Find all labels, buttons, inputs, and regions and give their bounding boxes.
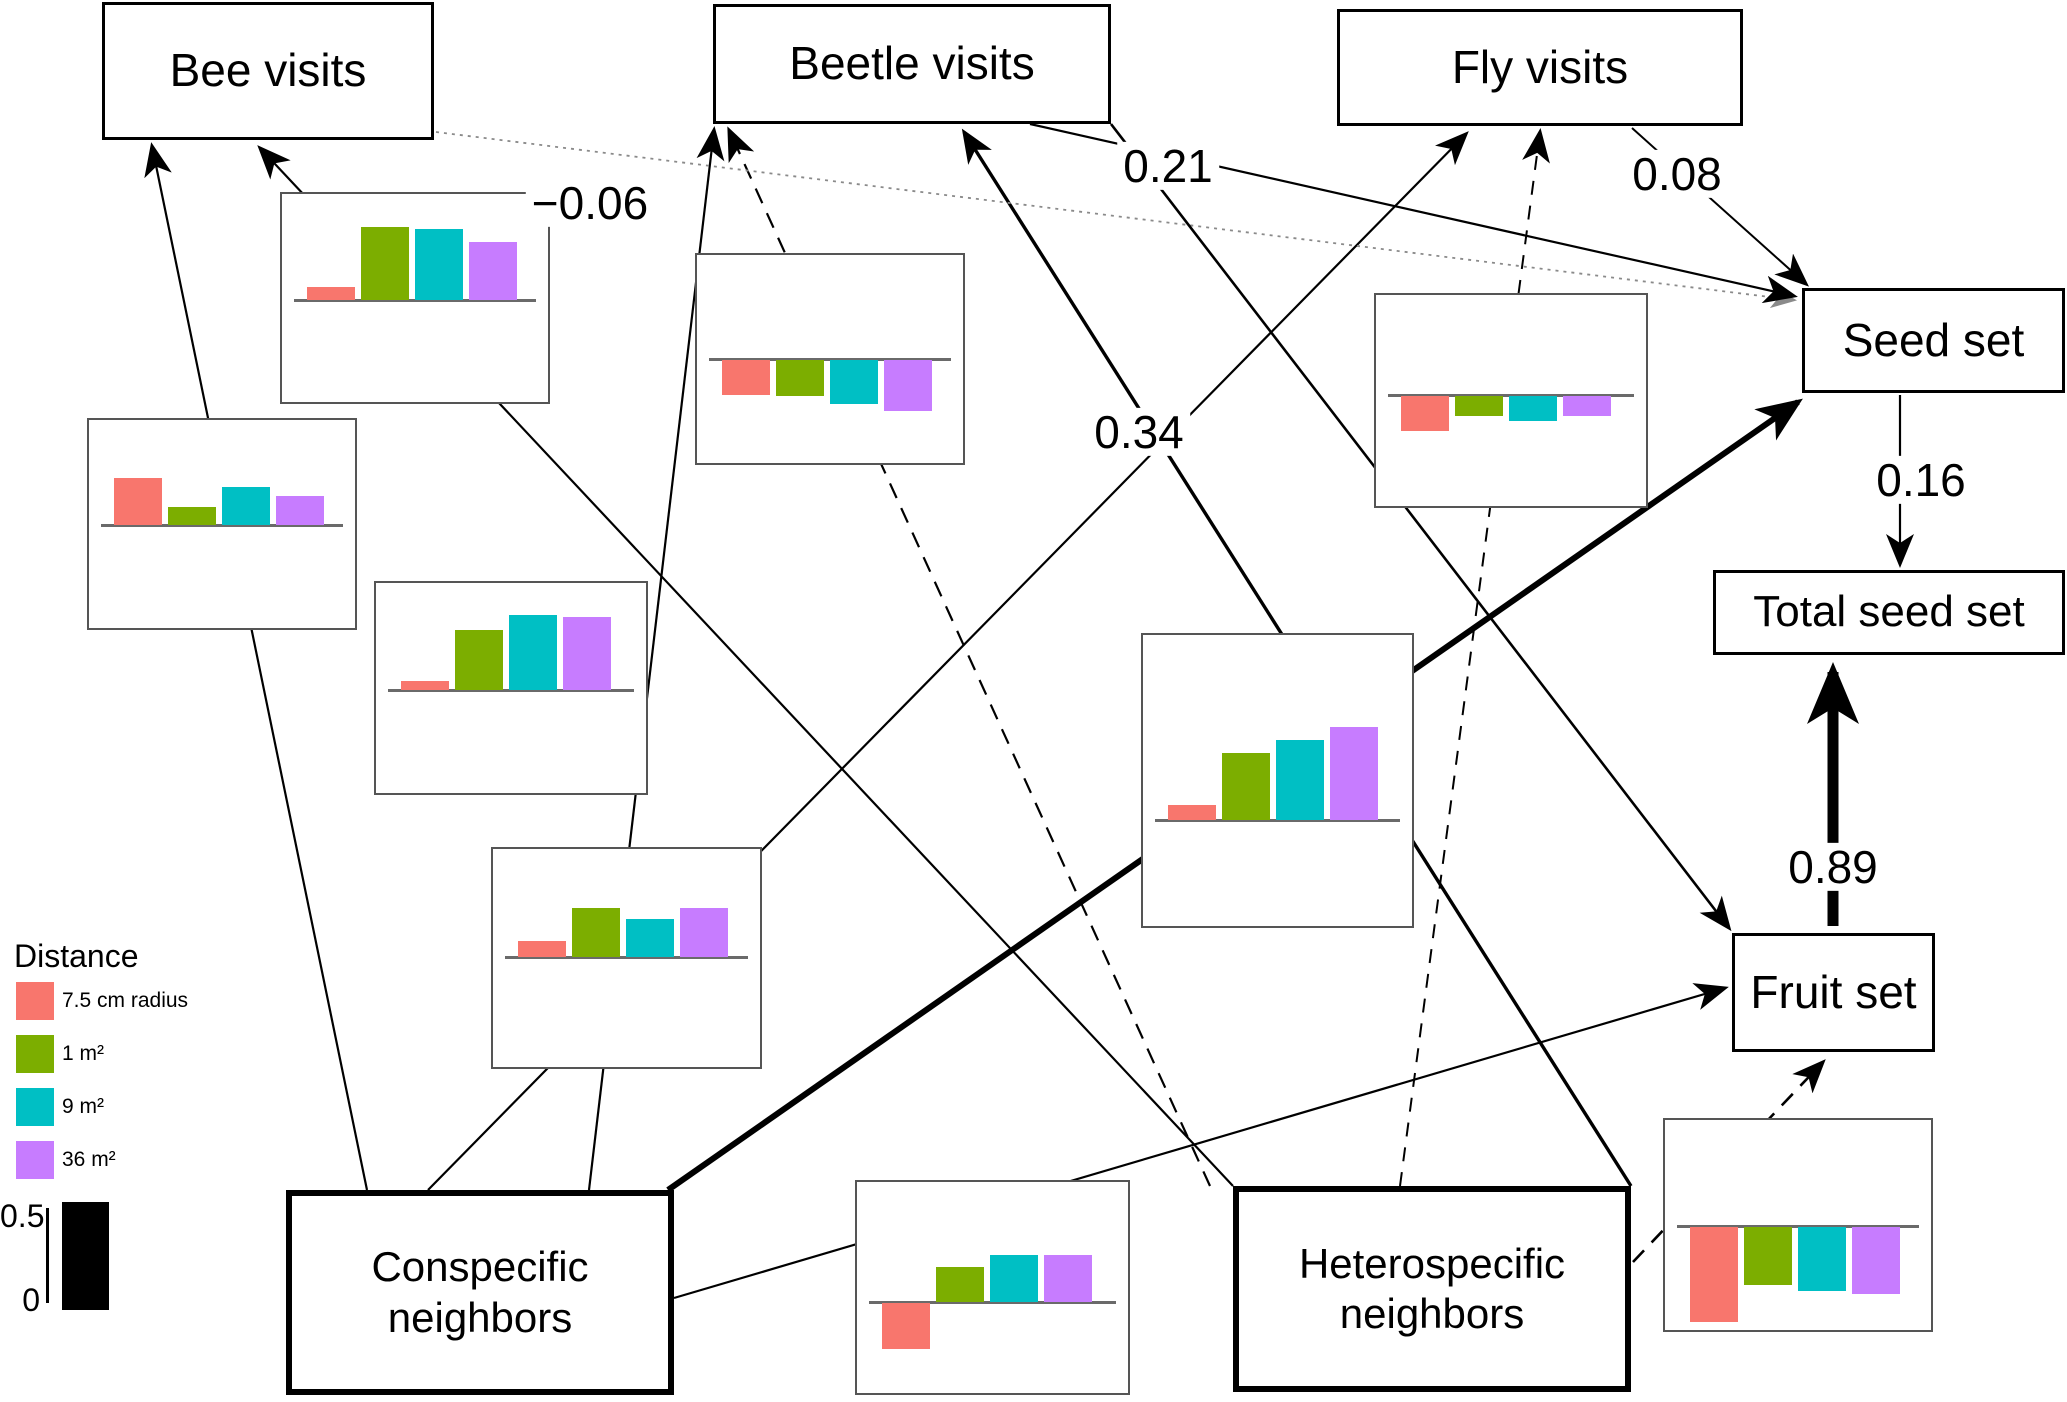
- scale-reference-bar: [62, 1202, 109, 1310]
- effect-chart-het-fly: [1374, 293, 1648, 508]
- bar-9-m-: [1276, 740, 1324, 820]
- edge-conspecific-fruit: [673, 983, 1729, 1300]
- node-label: Total seed set: [1753, 587, 2025, 637]
- node-label: Heterospecific neighbors: [1298, 1239, 1566, 1337]
- node-bee-visits: Bee visits: [102, 2, 434, 140]
- bar-7-5-cm-radius: [307, 287, 355, 300]
- coef-fruit-total: 0.89: [1782, 843, 1884, 891]
- distance-legend: Distance 7.5 cm radius 1 m² 9 m² 36 m²: [14, 938, 188, 1179]
- node-label: Beetle visits: [789, 37, 1035, 90]
- legend-swatch-1m2: [16, 1035, 54, 1073]
- chart-baseline: [1677, 1225, 1919, 1228]
- bar-36-m-: [1044, 1255, 1092, 1302]
- chart-baseline: [869, 1301, 1116, 1304]
- node-seed-set: Seed set: [1802, 288, 2065, 393]
- bar-9-m-: [222, 487, 270, 525]
- effect-chart-consp-fly: [491, 847, 762, 1069]
- bar-36-m-: [1852, 1227, 1900, 1294]
- node-total-seed-set: Total seed set: [1713, 570, 2065, 655]
- edge-conspecific-bee: [144, 142, 369, 1191]
- chart-baseline: [505, 956, 748, 959]
- node-label: Fly visits: [1451, 40, 1629, 93]
- bar-1-m-: [776, 360, 824, 396]
- legend-swatch-9m2: [16, 1088, 54, 1126]
- bar-1-m-: [572, 908, 620, 957]
- effect-chart-het-bee: [280, 192, 550, 404]
- bar-9-m-: [415, 229, 463, 300]
- bar-9-m-: [509, 615, 557, 690]
- bar-9-m-: [1798, 1227, 1846, 1291]
- legend-swatch-7-5cm: [16, 982, 54, 1020]
- node-label: Bee visits: [169, 44, 367, 97]
- coef-beetle-seed: 0.21: [1117, 142, 1219, 190]
- scale-axis-line: [46, 1208, 49, 1303]
- effect-chart-het-fruit: [1663, 1118, 1933, 1332]
- bar-36-m-: [884, 360, 932, 411]
- chart-baseline: [709, 358, 951, 361]
- chart-baseline: [294, 299, 536, 302]
- edge-heterospecific-beetle-dashed: [727, 126, 1212, 1187]
- bar-1-m-: [936, 1267, 984, 1302]
- effect-chart-consp-fruit: [855, 1180, 1130, 1395]
- node-fruit-set: Fruit set: [1732, 933, 1935, 1052]
- bar-36-m-: [469, 242, 517, 300]
- effect-chart-consp-beetle: [374, 581, 648, 795]
- node-label: Conspecific neighbors: [371, 1243, 589, 1341]
- node-beetle-visits: Beetle visits: [713, 4, 1111, 124]
- legend-label: 7.5 cm radius: [62, 989, 189, 1012]
- scale-tick-top: 0.5: [0, 1198, 45, 1234]
- scale-tick-bottom: 0: [22, 1282, 40, 1318]
- legend-label: 9 m²: [62, 1095, 104, 1118]
- effect-chart-consp-seed: [1141, 633, 1414, 928]
- chart-baseline: [388, 689, 634, 692]
- bar-1-m-: [168, 507, 216, 525]
- effect-chart-consp-bee: [87, 418, 357, 630]
- bar-1-m-: [361, 227, 409, 300]
- bar-36-m-: [1330, 727, 1378, 820]
- legend-label: 1 m²: [62, 1042, 104, 1065]
- node-conspecific-neighbors: Conspecific neighbors: [286, 1190, 674, 1395]
- legend-swatch-36m2: [16, 1141, 54, 1179]
- node-heterospecific-neighbors: Heterospecific neighbors: [1233, 1186, 1631, 1392]
- edge-beetle-fruit: [1109, 123, 1732, 932]
- coef-seed-total: 0.16: [1870, 456, 1972, 504]
- bar-36-m-: [276, 496, 324, 525]
- bar-1-m-: [455, 630, 503, 690]
- bar-7-5-cm-radius: [518, 941, 566, 957]
- bar-9-m-: [1509, 396, 1557, 421]
- chart-baseline: [1388, 394, 1634, 397]
- coef-bee-seed: −0.06: [525, 179, 655, 227]
- node-label: Seed set: [1842, 313, 2025, 366]
- node-fly-visits: Fly visits: [1337, 9, 1743, 126]
- bar-9-m-: [830, 360, 878, 404]
- coef-fly-seed: 0.08: [1626, 150, 1728, 198]
- bar-1-m-: [1222, 753, 1270, 820]
- node-label: Fruit set: [1750, 965, 1917, 1018]
- bar-36-m-: [563, 617, 611, 690]
- bar-7-5-cm-radius: [1401, 396, 1449, 431]
- legend-title: Distance: [14, 938, 139, 974]
- bar-9-m-: [990, 1255, 1038, 1302]
- chart-baseline: [101, 524, 343, 527]
- coef-heterospecific-beetle: 0.34: [1088, 408, 1190, 456]
- bar-7-5-cm-radius: [722, 360, 770, 395]
- chart-baseline: [1155, 819, 1400, 822]
- bar-9-m-: [626, 919, 674, 957]
- effect-chart-het-beetle: [695, 253, 965, 465]
- bar-7-5-cm-radius: [114, 478, 162, 525]
- bar-7-5-cm-radius: [882, 1303, 930, 1349]
- bar-36-m-: [1563, 396, 1611, 416]
- bar-1-m-: [1455, 396, 1503, 416]
- edge-heterospecific-fly-dashed: [1399, 128, 1550, 1187]
- legend-label: 36 m²: [62, 1148, 116, 1171]
- bar-36-m-: [680, 908, 728, 957]
- bar-7-5-cm-radius: [1168, 805, 1216, 820]
- bar-7-5-cm-radius: [401, 681, 449, 690]
- bar-1-m-: [1744, 1227, 1792, 1285]
- bar-7-5-cm-radius: [1690, 1227, 1738, 1322]
